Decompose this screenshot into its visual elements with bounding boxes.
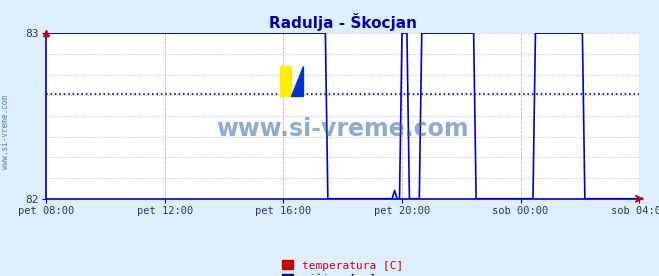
Polygon shape bbox=[291, 66, 303, 96]
Text: www.si-vreme.com: www.si-vreme.com bbox=[216, 117, 469, 141]
Text: www.si-vreme.com: www.si-vreme.com bbox=[1, 95, 10, 169]
Legend: temperatura [C], višina [cm]: temperatura [C], višina [cm] bbox=[282, 260, 403, 276]
Title: Radulja - Škocjan: Radulja - Škocjan bbox=[269, 13, 416, 31]
FancyBboxPatch shape bbox=[281, 66, 291, 96]
